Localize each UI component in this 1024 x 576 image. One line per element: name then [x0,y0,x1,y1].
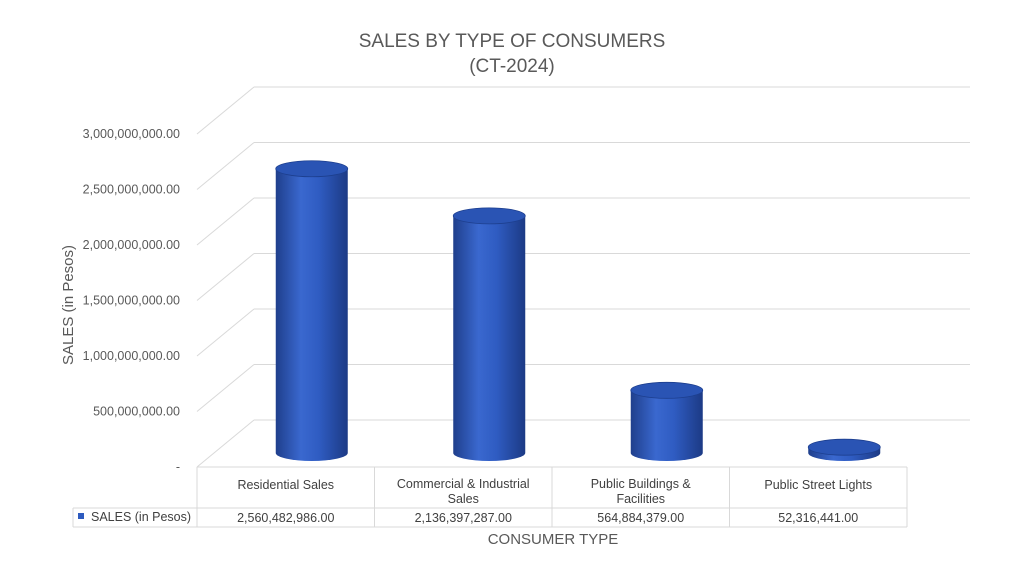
gridline-diagonal-3 [196,253,255,301]
bar-body [275,168,348,462]
chart-title-line-2: (CT-2024) [469,56,555,77]
data-label: 2,136,397,287.00 [415,511,512,525]
gridlines [196,86,970,468]
x-tick-label: Public Buildings & Facilities [591,477,692,506]
chart-title: SALES BY TYPE OF CONSUMERS (CT-2024) [359,31,666,77]
data-label: 2,560,482,986.00 [237,511,334,525]
legend-swatch [78,513,84,519]
y-tick-label: 1,500,000,000.00 [83,294,180,308]
data-label: 52,316,441.00 [778,511,858,525]
bar-body [453,215,526,461]
bar-top [630,381,704,399]
bar-top [275,160,349,178]
y-tick-label: 500,000,000.00 [93,405,180,419]
gridline-diagonal-6 [196,86,255,135]
data-label: 564,884,379.00 [597,511,684,525]
x-axis-title: CONSUMER TYPE [488,531,619,548]
bar-body [630,390,703,461]
y-axis-ticks: - 500,000,000.00 1,000,000,000.00 1,500,000… [83,127,180,474]
x-tick-label: Residential Sales [237,478,334,492]
bar [630,381,704,461]
legend-label: SALES (in Pesos) [91,510,191,524]
y-axis-title: SALES (in Pesos) [60,245,77,365]
bar-top [452,207,526,225]
gridline-diagonal-2 [196,308,255,357]
gridline-diagonal-0 [196,419,255,468]
y-tick-label: 1,000,000,000.00 [83,349,180,363]
bar [807,438,881,461]
gridline-diagonal-1 [196,364,255,412]
bar [275,160,349,462]
gridline-diagonal-5 [196,142,255,190]
bars [275,160,881,462]
x-tick-label: Commercial & Industrial Sales [397,477,530,506]
data-table: Residential Sales 2,560,482,986.00 Commerc… [72,466,908,528]
chart-title-line-1: SALES BY TYPE OF CONSUMERS [359,31,666,52]
y-tick-label: 2,500,000,000.00 [83,183,180,197]
y-tick-label: - [176,460,180,474]
y-tick-label: 2,000,000,000.00 [83,238,180,252]
x-tick-label: Public Street Lights [764,478,872,492]
bar [452,207,526,461]
gridline-diagonal-4 [196,197,255,246]
y-tick-label: 3,000,000,000.00 [83,127,180,141]
bar-top [807,438,881,456]
